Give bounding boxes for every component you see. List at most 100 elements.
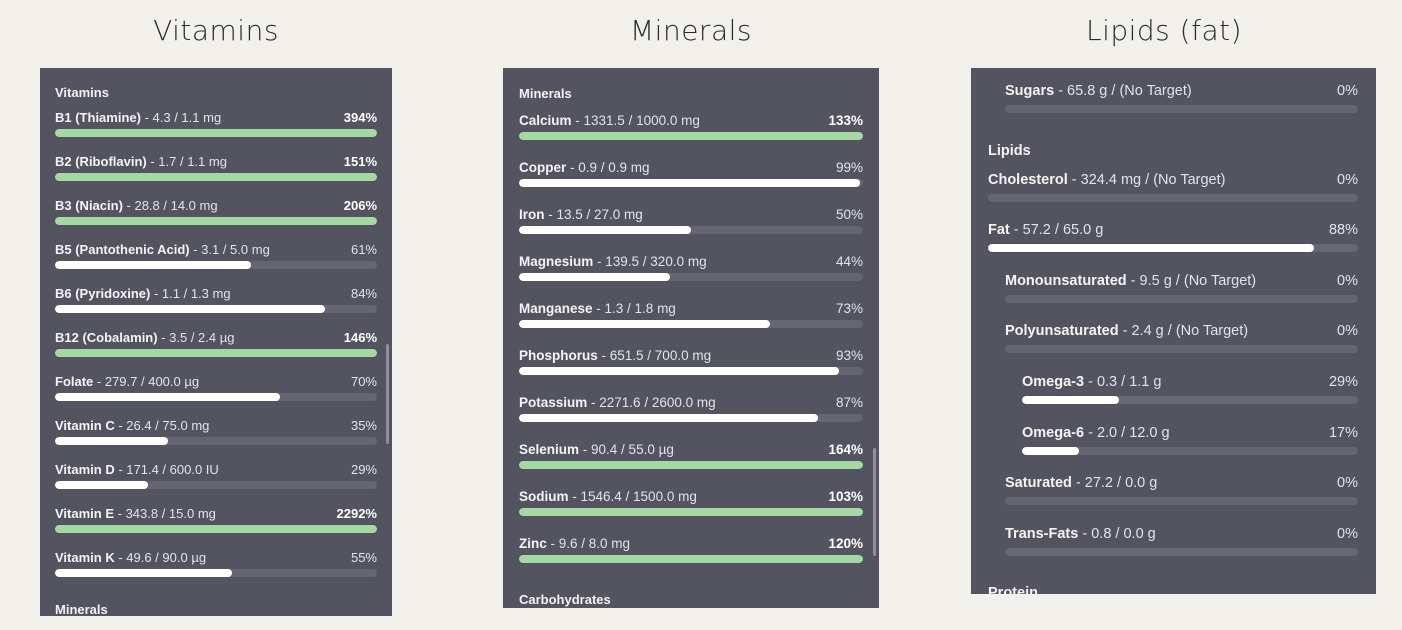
nutrient-amount: - 0.3 / 1.1 g bbox=[1084, 374, 1162, 390]
progress-track bbox=[519, 555, 863, 563]
nutrient-amount: - 1.7 / 1.1 mg bbox=[146, 154, 227, 169]
nutrient-amount: - 139.5 / 320.0 mg bbox=[593, 254, 707, 269]
lipids-column-title: Lipids (fat) bbox=[1085, 14, 1243, 47]
nutrient-percent: 29% bbox=[350, 462, 377, 477]
nutrient-percent: 0% bbox=[1337, 83, 1358, 99]
lipids-panel[interactable]: Lipids Sugars - 65.8 g / (No Target) 0% Ch… bbox=[971, 68, 1376, 594]
progress-fill bbox=[988, 244, 1314, 252]
vitamins-panel[interactable]: Vitamins B1 (Thiamine) - 4.3 / 1.1 mg 394… bbox=[40, 68, 392, 616]
nutrient-amount: - 13.5 / 27.0 mg bbox=[544, 207, 643, 222]
nutrient-name: Copper bbox=[519, 160, 567, 175]
nutrient-amount: - 2271.6 / 2600.0 mg bbox=[587, 395, 716, 410]
nutrient-amount: - 171.4 / 600.0 IU bbox=[114, 462, 219, 477]
nutrient-label: Polyunsaturated - 2.4 g / (No Target) 0% bbox=[1005, 323, 1358, 339]
nutrient-row: Vitamin E - 343.8 / 15.0 mg 2292% bbox=[55, 506, 377, 535]
nutrient-name: Omega-3 bbox=[1022, 374, 1085, 390]
nutrient-name: B3 (Niacin) bbox=[55, 198, 123, 213]
nutrient-amount: - 2.0 / 12.0 g bbox=[1084, 425, 1170, 441]
progress-track bbox=[55, 305, 377, 313]
nutrient-label: Omega-6 - 2.0 / 12.0 g 17% bbox=[1022, 425, 1358, 441]
nutrient-label: B2 (Riboflavin) - 1.7 / 1.1 mg 151% bbox=[55, 154, 377, 169]
nutrient-amount: - 1.1 / 1.3 mg bbox=[150, 286, 231, 301]
nutrient-row: Folate - 279.7 / 400.0 µg 70% bbox=[55, 374, 377, 403]
nutrient-row: Cholesterol - 324.4 mg / (No Target) 0% bbox=[988, 172, 1358, 204]
nutrient-name: Magnesium bbox=[519, 254, 594, 269]
nutrient-percent: 133% bbox=[828, 113, 863, 128]
carbohydrates-section-header: Carbohydrates bbox=[519, 592, 611, 607]
nutrient-row: Potassium - 2271.6 / 2600.0 mg 87% bbox=[519, 395, 863, 424]
vitamins-section-header: Vitamins bbox=[55, 85, 109, 100]
nutrient-name: Fat bbox=[988, 222, 1010, 238]
nutrient-amount: - 2.4 g / (No Target) bbox=[1118, 323, 1249, 339]
nutrient-name: Cholesterol bbox=[988, 172, 1068, 188]
nutrient-row: Fat - 57.2 / 65.0 g 88% bbox=[988, 222, 1358, 254]
nutrient-label: Magnesium - 139.5 / 320.0 mg 44% bbox=[519, 254, 863, 269]
nutrient-label: Iron - 13.5 / 27.0 mg 50% bbox=[519, 207, 863, 222]
nutrient-name: Vitamin C bbox=[55, 418, 115, 433]
nutrient-amount: - 0.8 / 0.0 g bbox=[1078, 526, 1156, 542]
nutrient-percent: 87% bbox=[835, 395, 863, 410]
nutrient-label: Selenium - 90.4 / 55.0 µg 164% bbox=[519, 442, 863, 457]
nutrient-name: Folate bbox=[55, 374, 94, 389]
nutrient-name: Potassium bbox=[519, 395, 588, 410]
nutrient-percent: 84% bbox=[350, 286, 377, 301]
nutrient-amount: - 26.4 / 75.0 mg bbox=[114, 418, 210, 433]
nutrient-row: Trans-Fats - 0.8 / 0.0 g 0% bbox=[1005, 526, 1358, 558]
progress-fill bbox=[55, 305, 326, 313]
nutrient-label: Sodium - 1546.4 / 1500.0 mg 103% bbox=[519, 489, 863, 504]
minerals-scrollbar[interactable] bbox=[873, 448, 876, 556]
nutrient-row: Manganese - 1.3 / 1.8 mg 73% bbox=[519, 301, 863, 330]
nutrient-row: Vitamin D - 171.4 / 600.0 IU 29% bbox=[55, 462, 377, 491]
nutrient-amount: - 343.8 / 15.0 mg bbox=[114, 506, 216, 521]
nutrient-percent: 120% bbox=[828, 536, 863, 551]
progress-track bbox=[55, 481, 377, 489]
nutrient-amount: - 324.4 mg / (No Target) bbox=[1067, 172, 1226, 188]
nutrient-percent: 164% bbox=[828, 442, 863, 457]
nutrient-amount: - 9.6 / 8.0 mg bbox=[546, 536, 631, 551]
progress-track bbox=[1005, 548, 1358, 556]
progress-fill bbox=[519, 132, 863, 140]
nutrient-percent: 44% bbox=[835, 254, 863, 269]
nutrient-label: Phosphorus - 651.5 / 700.0 mg 93% bbox=[519, 348, 863, 363]
nutrient-name: Trans-Fats bbox=[1005, 526, 1079, 542]
nutrient-name: Saturated bbox=[1005, 475, 1072, 491]
nutrient-percent: 70% bbox=[350, 374, 377, 389]
progress-fill bbox=[519, 508, 863, 516]
progress-fill bbox=[519, 414, 819, 422]
progress-track bbox=[988, 194, 1358, 202]
progress-track bbox=[1022, 396, 1358, 404]
progress-fill bbox=[55, 481, 149, 489]
nutrient-percent: 0% bbox=[1337, 273, 1358, 289]
nutrient-amount: - 28.8 / 14.0 mg bbox=[122, 198, 218, 213]
nutrient-percent: 0% bbox=[1337, 323, 1358, 339]
progress-fill bbox=[55, 173, 377, 181]
nutrient-amount: - 90.4 / 55.0 µg bbox=[579, 442, 674, 457]
nutrient-label: Calcium - 1331.5 / 1000.0 mg 133% bbox=[519, 113, 863, 128]
nutrient-label: Sugars - 65.8 g / (No Target) 0% bbox=[1005, 83, 1358, 99]
nutrient-name: Manganese bbox=[519, 301, 593, 316]
progress-fill bbox=[55, 217, 377, 225]
progress-fill bbox=[55, 525, 377, 533]
nutrient-row: Copper - 0.9 / 0.9 mg 99% bbox=[519, 160, 863, 189]
vitamins-scrollbar[interactable] bbox=[386, 344, 389, 444]
progress-track bbox=[519, 273, 863, 281]
nutrient-label: Manganese - 1.3 / 1.8 mg 73% bbox=[519, 301, 863, 316]
nutrient-amount: - 279.7 / 400.0 µg bbox=[93, 374, 200, 389]
nutrient-percent: 50% bbox=[835, 207, 863, 222]
nutrient-percent: 17% bbox=[1328, 425, 1358, 441]
progress-track bbox=[55, 525, 377, 533]
nutrient-amount: - 3.5 / 2.4 µg bbox=[157, 330, 235, 345]
nutrient-percent: 55% bbox=[350, 550, 377, 565]
progress-fill bbox=[55, 393, 281, 401]
nutrient-row: Saturated - 27.2 / 0.0 g 0% bbox=[1005, 475, 1358, 507]
progress-track bbox=[519, 179, 863, 187]
nutrient-row: Vitamin K - 49.6 / 90.0 µg 55% bbox=[55, 550, 377, 579]
minerals-panel[interactable]: Minerals Calcium - 1331.5 / 1000.0 mg 133… bbox=[503, 68, 879, 608]
nutrient-name: Calcium bbox=[519, 113, 572, 128]
nutrient-amount: - 651.5 / 700.0 mg bbox=[597, 348, 712, 363]
nutrient-percent: 394% bbox=[343, 110, 377, 125]
nutrient-name: Zinc bbox=[519, 536, 547, 551]
nutrient-label: Zinc - 9.6 / 8.0 mg 120% bbox=[519, 536, 863, 551]
nutrient-row: B12 (Cobalamin) - 3.5 / 2.4 µg 146% bbox=[55, 330, 377, 359]
progress-track bbox=[1005, 295, 1358, 303]
